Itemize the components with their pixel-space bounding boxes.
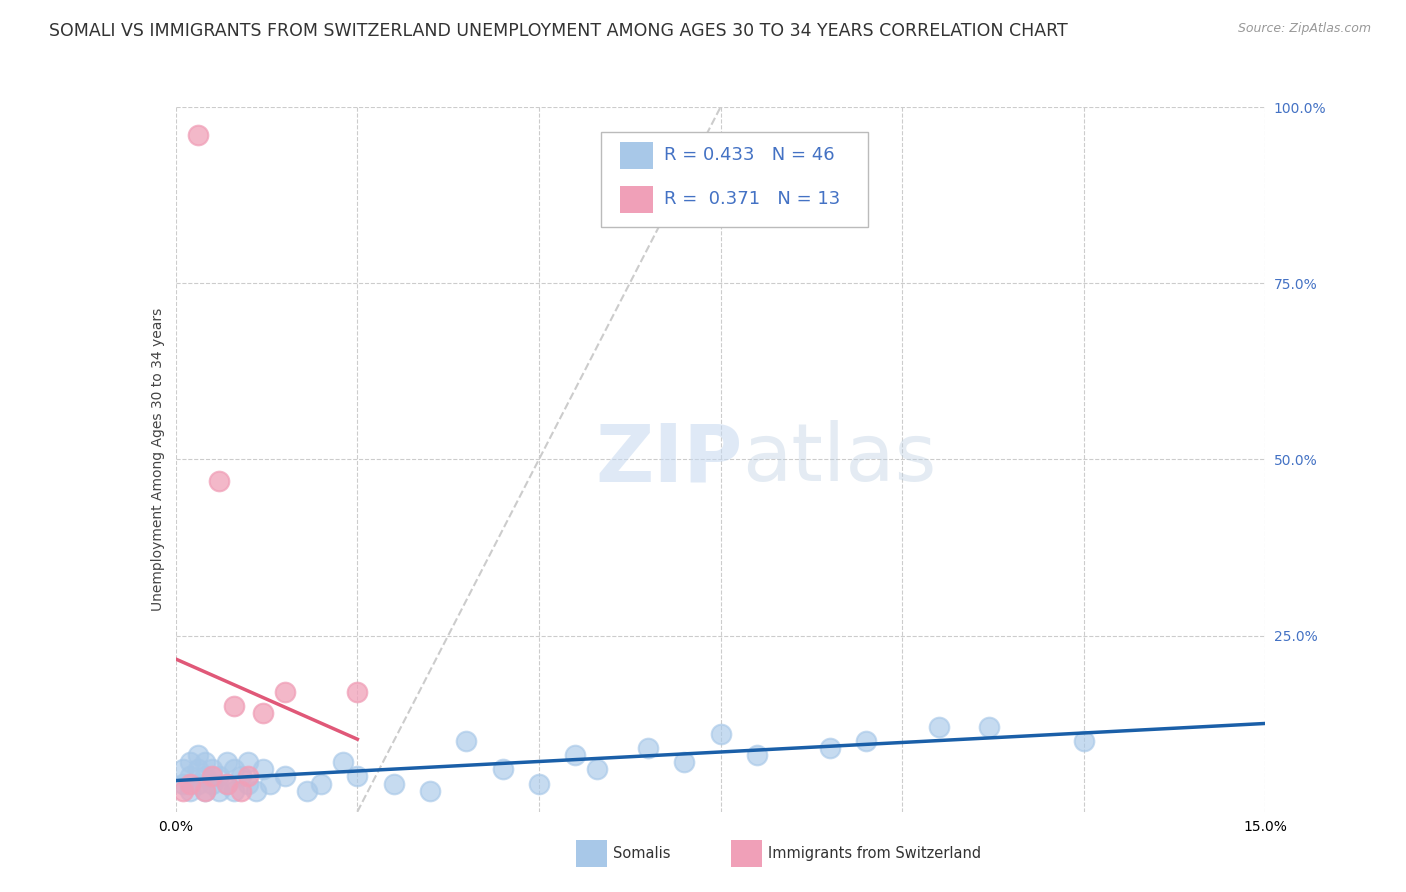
Point	[215, 756, 238, 770]
Point	[172, 763, 194, 777]
Point	[215, 776, 238, 790]
Point	[208, 769, 231, 784]
Point	[745, 748, 768, 763]
Point	[186, 776, 209, 790]
Point	[456, 734, 478, 748]
Point	[274, 685, 297, 699]
Point	[194, 783, 217, 797]
Text: ZIP: ZIP	[595, 420, 742, 499]
Point	[1073, 734, 1095, 748]
Point	[309, 776, 332, 790]
Point	[208, 783, 231, 797]
Point	[194, 769, 217, 784]
Point	[194, 756, 217, 770]
Text: SOMALI VS IMMIGRANTS FROM SWITZERLAND UNEMPLOYMENT AMONG AGES 30 TO 34 YEARS COR: SOMALI VS IMMIGRANTS FROM SWITZERLAND UN…	[49, 22, 1069, 40]
Point	[673, 756, 696, 770]
Text: R =  0.371   N = 13: R = 0.371 N = 13	[664, 190, 841, 208]
Point	[332, 756, 354, 770]
Point	[179, 756, 201, 770]
Text: R = 0.433   N = 46: R = 0.433 N = 46	[664, 146, 835, 164]
Point	[419, 783, 441, 797]
Point	[527, 776, 550, 790]
Point	[259, 776, 281, 790]
Point	[238, 776, 260, 790]
Point	[274, 769, 297, 784]
Point	[818, 741, 841, 756]
Point	[222, 763, 245, 777]
Point	[186, 128, 209, 143]
Point	[172, 783, 194, 797]
Point	[179, 769, 201, 784]
Point	[245, 783, 267, 797]
FancyBboxPatch shape	[600, 132, 868, 227]
Text: Somalis: Somalis	[613, 847, 671, 861]
Text: Source: ZipAtlas.com: Source: ZipAtlas.com	[1237, 22, 1371, 36]
Point	[855, 734, 877, 748]
Point	[238, 756, 260, 770]
Point	[186, 748, 209, 763]
FancyBboxPatch shape	[620, 186, 652, 212]
Point	[208, 474, 231, 488]
Point	[194, 783, 217, 797]
Point	[252, 706, 274, 720]
Text: Immigrants from Switzerland: Immigrants from Switzerland	[768, 847, 981, 861]
Point	[637, 741, 659, 756]
Point	[710, 727, 733, 741]
Point	[179, 783, 201, 797]
Point	[222, 699, 245, 714]
Point	[346, 685, 368, 699]
Point	[172, 776, 194, 790]
Point	[201, 769, 224, 784]
FancyBboxPatch shape	[620, 142, 652, 169]
Point	[564, 748, 586, 763]
Point	[222, 783, 245, 797]
Text: atlas: atlas	[742, 420, 936, 499]
Point	[179, 776, 201, 790]
Point	[201, 763, 224, 777]
Point	[295, 783, 318, 797]
Point	[231, 783, 253, 797]
Point	[215, 776, 238, 790]
Point	[928, 720, 950, 734]
Y-axis label: Unemployment Among Ages 30 to 34 years: Unemployment Among Ages 30 to 34 years	[150, 308, 165, 611]
Point	[979, 720, 1001, 734]
Point	[586, 763, 609, 777]
Point	[382, 776, 405, 790]
Point	[186, 763, 209, 777]
Point	[238, 769, 260, 784]
Point	[201, 776, 224, 790]
Point	[231, 769, 253, 784]
Point	[492, 763, 515, 777]
Point	[252, 763, 274, 777]
Point	[346, 769, 368, 784]
